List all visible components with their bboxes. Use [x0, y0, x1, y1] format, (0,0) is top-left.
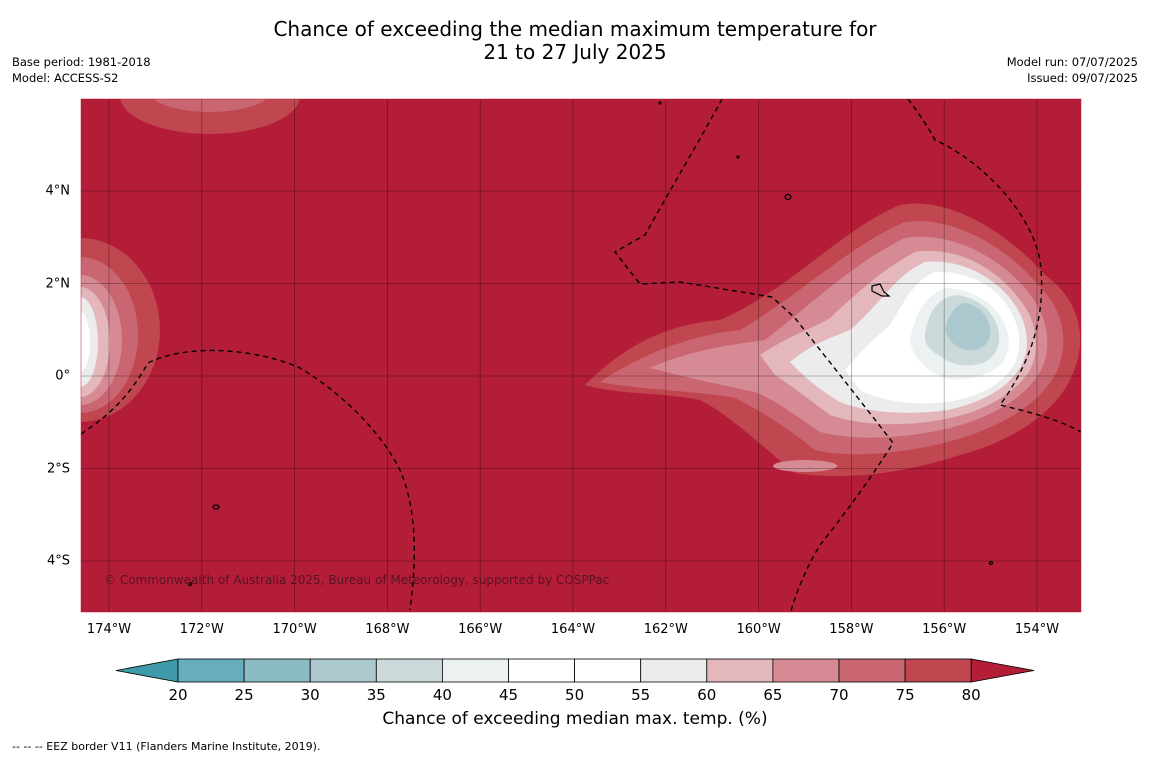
meta-right: Model run: 07/07/2025 Issued: 09/07/2025	[1007, 54, 1138, 86]
colorbar	[115, 658, 1035, 683]
eez-footnote: -- -- -- EEZ border V11 (Flanders Marine…	[12, 740, 321, 753]
colorbar-segment	[574, 658, 642, 683]
colorbar-segment	[243, 658, 311, 683]
map-frame	[80, 98, 1082, 613]
x-tick-label: 158°W	[829, 622, 874, 637]
colorbar-tick-label: 45	[498, 686, 519, 704]
y-tick-label: 4°N	[45, 183, 71, 199]
colorbar-tick-label: 50	[565, 686, 585, 704]
x-tick-label: 160°W	[736, 622, 781, 637]
x-tick-label: 172°W	[179, 622, 224, 637]
colorbar-tick-label: 55	[631, 686, 651, 704]
x-tick-label: 170°W	[272, 622, 317, 637]
colorbar-tick-label: 25	[234, 686, 254, 704]
islands	[187, 101, 994, 587]
issued-date: Issued: 09/07/2025	[1027, 71, 1138, 85]
x-tick-label: 174°W	[86, 622, 132, 637]
colorbar-tick-label: 20	[168, 686, 188, 704]
colorbar-tick-label: 75	[895, 686, 915, 704]
model-name: Model: ACCESS-S2	[12, 71, 119, 85]
y-tick-label: 2°S	[46, 461, 70, 476]
colorbar-segment	[904, 658, 972, 683]
x-tick-label: 166°W	[458, 622, 503, 637]
colorbar-title: Chance of exceeding median max. temp. (%…	[382, 709, 768, 729]
map-title: Chance of exceeding the median maximum t…	[0, 18, 1150, 64]
contour-group-east	[585, 203, 1081, 476]
colorbar-tick-label: 60	[697, 686, 717, 704]
colorbar-extend-low	[115, 658, 179, 683]
y-tick-label: 4°S	[46, 553, 70, 569]
x-tick-label: 154°W	[1014, 622, 1060, 637]
colorbar-segment	[177, 658, 245, 683]
colorbar-tick-label: 80	[961, 686, 981, 704]
colorbar-tick-label: 30	[300, 686, 320, 704]
x-tick-label: 164°W	[550, 622, 596, 637]
colorbar-tick-label: 40	[432, 686, 452, 704]
y-tick-label: 0°	[55, 368, 70, 384]
colorbar-segment	[706, 658, 774, 683]
copyright-notice: © Commonwealth of Australia 2025, Bureau…	[104, 573, 610, 587]
eez-borders	[81, 99, 1081, 612]
colorbar-segment	[375, 658, 443, 683]
colorbar-segment	[772, 658, 840, 683]
colorbar-tick-label: 70	[829, 686, 849, 704]
graticule	[81, 99, 1081, 612]
title-line-2: 21 to 27 July 2025	[483, 40, 667, 64]
colorbar-segment	[640, 658, 708, 683]
map-area	[81, 99, 1081, 612]
model-run: Model run: 07/07/2025	[1006, 55, 1138, 69]
colorbar-segment	[838, 658, 906, 683]
x-tick-label: 168°W	[365, 622, 410, 637]
meta-left: Base period: 1981-2018 Model: ACCESS-S2	[12, 54, 151, 86]
x-tick-label: 156°W	[922, 622, 967, 637]
colorbar-extend-high	[970, 658, 1035, 683]
contour-group-left	[81, 238, 160, 422]
colorbar-tick-label: 35	[366, 686, 386, 704]
y-tick-label: 2°N	[45, 276, 71, 291]
colorbar-segment	[508, 658, 575, 683]
contour-top-75	[120, 99, 300, 134]
colorbar-segment	[441, 658, 509, 683]
colorbar-tick-label: 65	[763, 686, 783, 704]
contour-top-70	[153, 99, 267, 112]
base-period: Base period: 1981-2018	[12, 55, 151, 69]
colorbar-segment	[309, 658, 377, 683]
title-line-1: Chance of exceeding the median maximum t…	[273, 17, 877, 41]
x-tick-label: 162°W	[643, 622, 688, 637]
